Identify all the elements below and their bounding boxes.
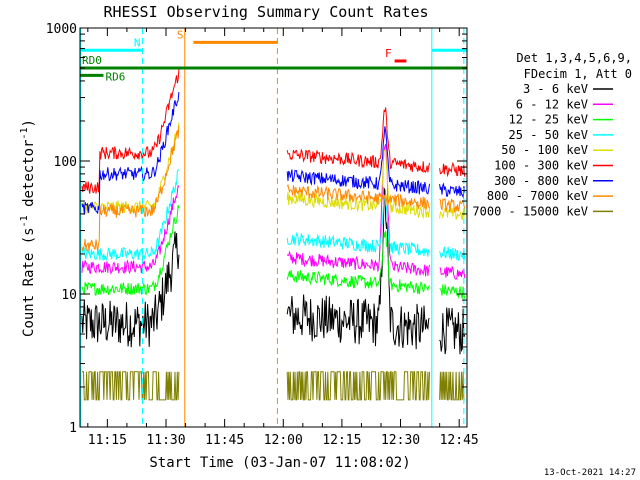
legend-header-line-1: Det 1,3,4,5,6,9, bbox=[516, 51, 632, 65]
y-tick-label-2: 10 bbox=[61, 288, 77, 303]
series-line-300-800 bbox=[81, 91, 180, 215]
y-tick-label-1: 1 bbox=[69, 421, 77, 436]
x-tick-label-4: 12:00 bbox=[264, 433, 303, 448]
series-line-50-100 bbox=[439, 205, 466, 220]
series-line-12-25 bbox=[439, 284, 466, 299]
legend-label-9: 7000 - 15000 keV bbox=[472, 204, 588, 218]
series-line-3-6 bbox=[286, 186, 430, 350]
series-line-800-7000 bbox=[81, 125, 180, 252]
series-line-7000-15000 bbox=[82, 371, 180, 401]
legend-header-line-2: FDecim 1, Att 0 bbox=[524, 67, 632, 81]
series-line-100-300 bbox=[439, 161, 466, 178]
legend-label-4: 25 - 50 keV bbox=[509, 128, 588, 142]
annotation-label-f: F bbox=[385, 47, 392, 60]
y-axis-label: Count Rate (s-1 detector-1) bbox=[19, 119, 37, 337]
legend-label-6: 100 - 300 keV bbox=[494, 159, 588, 173]
x-tick-label-1: 11:15 bbox=[88, 433, 127, 448]
legend: Det 1,3,4,5,6,9, FDecim 1, Att 0 3 - 6 k… bbox=[472, 51, 632, 218]
series-line-50-100 bbox=[286, 149, 430, 220]
series-line-25-50 bbox=[81, 169, 180, 261]
x-tick-label-3: 11:45 bbox=[205, 433, 244, 448]
x-tick-label-5: 12:15 bbox=[322, 433, 361, 448]
annotation-label-rd0: RD0 bbox=[82, 54, 102, 67]
series-line-25-50 bbox=[286, 194, 430, 257]
y-tick-label-3: 100 bbox=[54, 155, 77, 170]
series-line-300-800 bbox=[286, 126, 430, 195]
series-line-100-300 bbox=[81, 69, 180, 194]
chart-title: RHESSI Observing Summary Count Rates bbox=[103, 3, 428, 21]
plot-frame bbox=[79, 27, 468, 428]
series-line-6-12 bbox=[439, 265, 466, 280]
x-axis-ticks: 11:15 11:30 11:45 12:00 12:15 12:30 12:45 bbox=[87, 28, 479, 448]
legend-label-1: 3 - 6 keV bbox=[523, 82, 588, 96]
footer-date: 13-Oct-2021 14:27 bbox=[544, 468, 636, 478]
series-line-3-6 bbox=[81, 231, 180, 348]
legend-label-2: 6 - 12 keV bbox=[516, 97, 588, 111]
legend-label-3: 12 - 25 keV bbox=[509, 113, 588, 127]
series-line-6-12 bbox=[81, 184, 180, 275]
series-line-6-12 bbox=[286, 143, 430, 277]
series-line-300-800 bbox=[439, 182, 466, 199]
x-tick-label-7: 12:45 bbox=[440, 433, 479, 448]
series-line-7000-15000 bbox=[439, 371, 465, 401]
x-axis-label: Start Time (03-Jan-07 11:08:02) bbox=[149, 455, 410, 471]
series-line-3-6 bbox=[439, 307, 466, 355]
annotation-label-n: N bbox=[134, 36, 141, 49]
annotation-label-s: S bbox=[177, 28, 184, 41]
series-line-12-25 bbox=[81, 204, 180, 296]
x-tick-label-6: 12:30 bbox=[381, 433, 420, 448]
series-line-800-7000 bbox=[439, 197, 466, 213]
legend-label-5: 50 - 100 keV bbox=[501, 143, 588, 157]
series-line-7000-15000 bbox=[286, 371, 430, 401]
x-tick-label-2: 11:30 bbox=[146, 433, 185, 448]
y-tick-label-4: 1000 bbox=[46, 22, 77, 37]
series-line-800-7000 bbox=[286, 183, 430, 210]
legend-label-7: 300 - 800 keV bbox=[494, 174, 588, 188]
y-axis-ticks: 1 10 100 1000 bbox=[46, 22, 467, 436]
legend-label-8: 800 - 7000 keV bbox=[487, 189, 588, 203]
plot-data bbox=[80, 28, 466, 427]
series-line-12-25 bbox=[286, 230, 430, 295]
series-line-100-300 bbox=[286, 107, 430, 174]
annotation-label-rd6: RD6 bbox=[105, 70, 125, 83]
series-line-25-50 bbox=[439, 246, 466, 262]
